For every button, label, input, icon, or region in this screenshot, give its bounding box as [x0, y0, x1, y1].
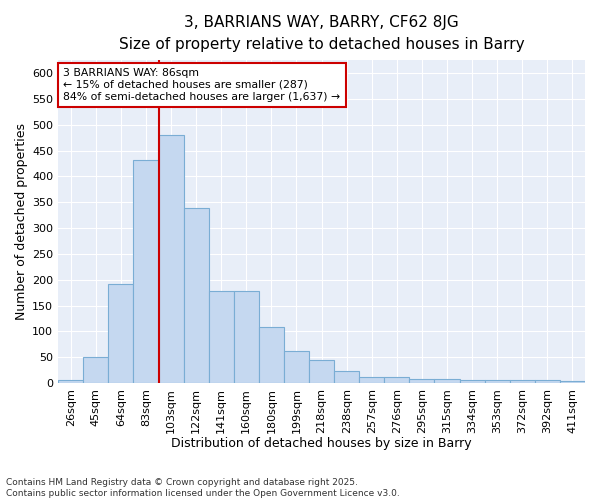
Bar: [83, 357, 109, 383]
Bar: [510, 380, 535, 383]
Bar: [184, 208, 209, 383]
Bar: [158, 134, 184, 383]
Bar: [234, 291, 259, 383]
Bar: [535, 380, 560, 383]
Bar: [133, 160, 158, 383]
Bar: [109, 284, 133, 383]
Bar: [209, 291, 234, 383]
Bar: [58, 380, 83, 383]
Bar: [309, 360, 334, 383]
Bar: [384, 377, 409, 383]
Bar: [284, 351, 309, 383]
Y-axis label: Number of detached properties: Number of detached properties: [15, 123, 28, 320]
Bar: [409, 379, 434, 383]
Title: 3, BARRIANS WAY, BARRY, CF62 8JG
Size of property relative to detached houses in: 3, BARRIANS WAY, BARRY, CF62 8JG Size of…: [119, 15, 524, 52]
Bar: [334, 370, 359, 383]
Bar: [560, 382, 585, 383]
Text: Contains HM Land Registry data © Crown copyright and database right 2025.
Contai: Contains HM Land Registry data © Crown c…: [6, 478, 400, 498]
Text: 3 BARRIANS WAY: 86sqm
← 15% of detached houses are smaller (287)
84% of semi-det: 3 BARRIANS WAY: 86sqm ← 15% of detached …: [64, 68, 341, 102]
Bar: [485, 380, 510, 383]
Bar: [460, 380, 485, 383]
Bar: [434, 379, 460, 383]
X-axis label: Distribution of detached houses by size in Barry: Distribution of detached houses by size …: [171, 437, 472, 450]
Bar: [359, 377, 384, 383]
Bar: [259, 326, 284, 383]
